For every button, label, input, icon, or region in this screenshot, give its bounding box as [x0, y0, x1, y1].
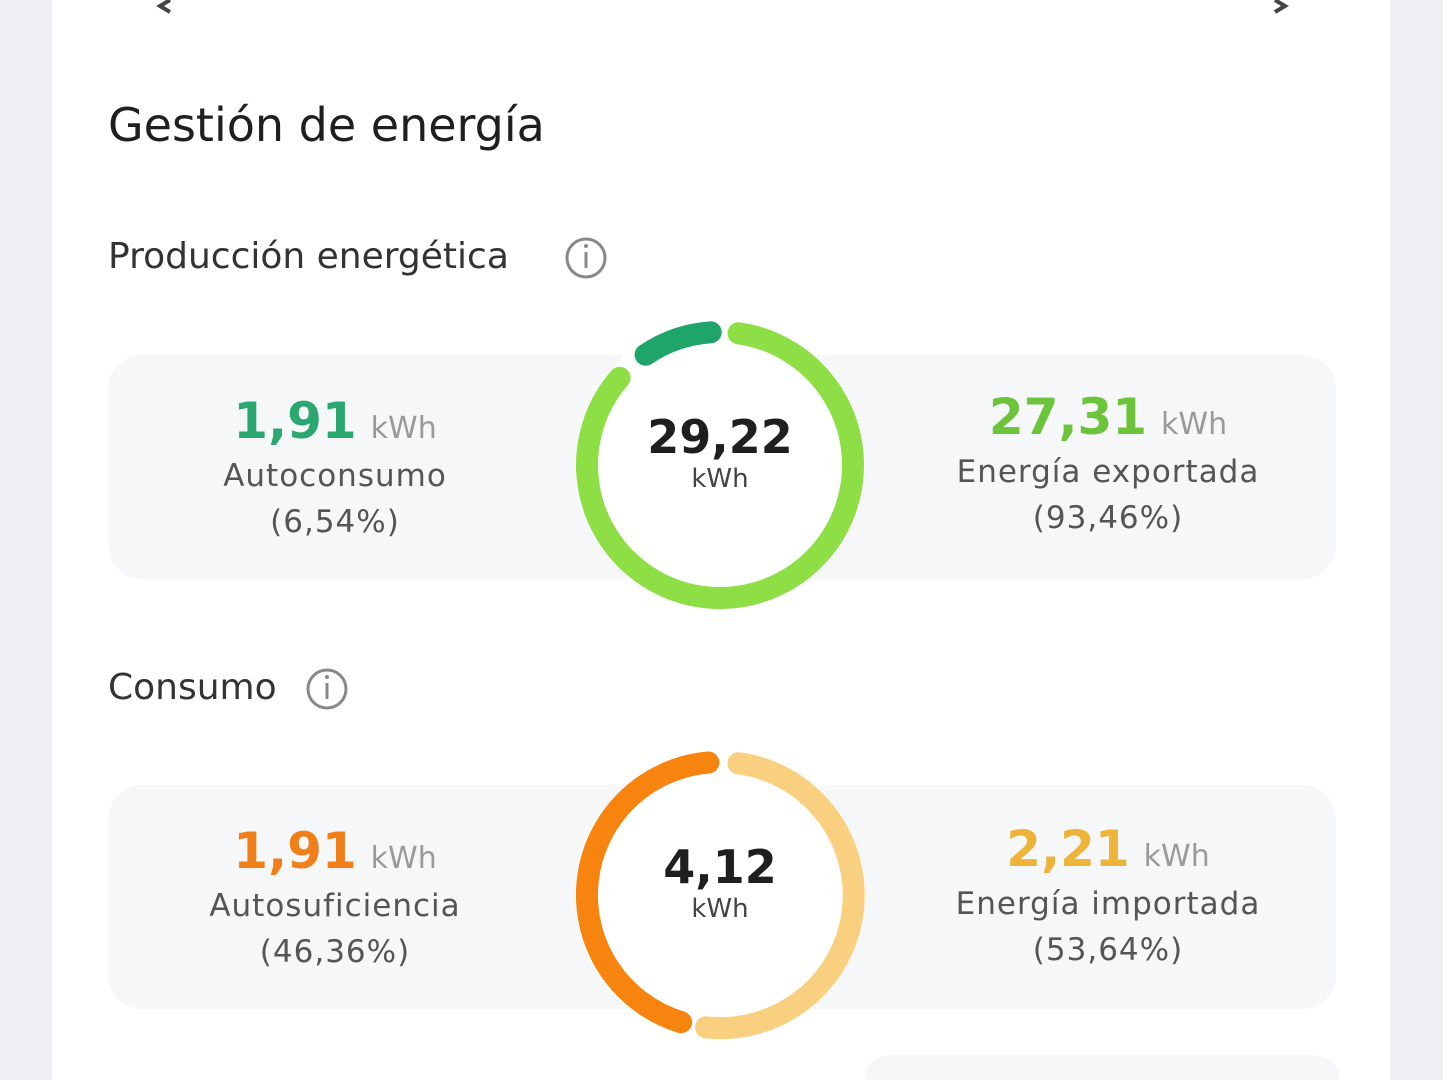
- ring-bg: [575, 320, 865, 610]
- stat-unit: kWh: [370, 841, 437, 876]
- ring-segment: [575, 751, 720, 1034]
- info-icon[interactable]: [565, 237, 607, 279]
- ring-bg: [575, 750, 865, 1040]
- ring-segment: [576, 322, 865, 610]
- title: Gestión de energía: [108, 98, 545, 152]
- info-icon[interactable]: [306, 668, 348, 710]
- stat-share: (6,54%): [270, 504, 400, 540]
- stat-value: 27,31: [988, 388, 1148, 446]
- stat-value: 1,91: [233, 822, 357, 880]
- total-unit: kWh: [691, 894, 749, 924]
- stat-unit: kWh: [1143, 839, 1210, 874]
- next-panel: [865, 1055, 1340, 1080]
- prev-arrow[interactable]: [156, 0, 172, 14]
- stat: 1,91 kWh Autosuficiencia (46,36%): [125, 822, 545, 970]
- stat-label: Energía importada: [955, 886, 1261, 922]
- ring-total: 29,22 kWh: [620, 410, 820, 494]
- stat-label: Autoconsumo: [223, 458, 447, 494]
- ring-total: 4,12 kWh: [620, 840, 820, 924]
- ring-segment: [634, 321, 722, 366]
- stat-label: Energía exportada: [956, 454, 1260, 490]
- stat-unit: kWh: [370, 411, 437, 446]
- stat-value: 2,21: [1006, 820, 1130, 878]
- stat-share: (46,36%): [259, 934, 411, 970]
- stat: 1,91 kWh Autoconsumo (6,54%): [125, 392, 545, 540]
- section-label: Consumo: [108, 667, 277, 708]
- info-icon-dot: [584, 244, 588, 248]
- total-value: 4,12: [663, 840, 777, 894]
- section-label: Producción energética: [108, 236, 509, 277]
- total-value: 29,22: [647, 410, 793, 464]
- next-arrow[interactable]: [1273, 0, 1289, 14]
- stat-value: 1,91: [233, 392, 357, 450]
- stat: 2,21 kWh Energía importada (53,64%): [898, 820, 1318, 968]
- total-unit: kWh: [691, 464, 749, 494]
- stat-share: (53,64%): [1032, 932, 1184, 968]
- ring-segment: [695, 752, 865, 1040]
- stat: 27,31 kWh Energía exportada (93,46%): [898, 388, 1318, 536]
- info-icon-dot: [325, 675, 329, 679]
- stat-label: Autosuficiencia: [209, 888, 461, 924]
- stat-unit: kWh: [1161, 407, 1228, 442]
- stat-share: (93,46%): [1032, 500, 1184, 536]
